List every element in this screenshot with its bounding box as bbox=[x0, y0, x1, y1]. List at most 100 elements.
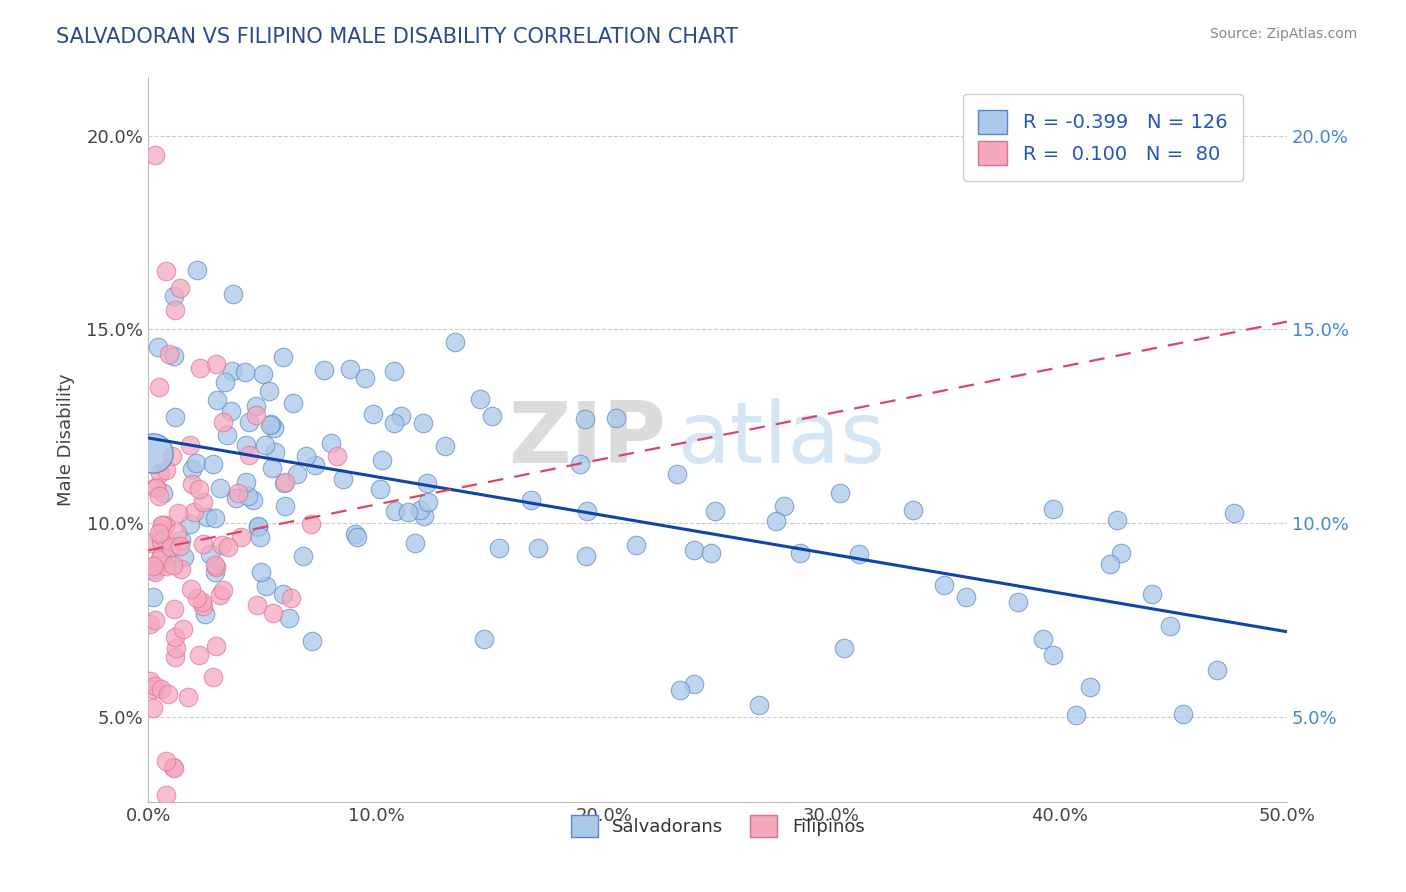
Point bbox=[163, 349, 186, 363]
Point bbox=[170, 533, 193, 548]
Point bbox=[273, 475, 295, 490]
Point bbox=[180, 461, 202, 475]
Point bbox=[166, 506, 188, 520]
Point bbox=[700, 546, 723, 560]
Point bbox=[955, 590, 977, 604]
Point bbox=[183, 505, 205, 519]
Point bbox=[160, 449, 183, 463]
Point bbox=[217, 428, 239, 442]
Point bbox=[574, 412, 596, 426]
Point bbox=[245, 399, 267, 413]
Point bbox=[142, 446, 165, 460]
Point bbox=[526, 541, 548, 556]
Point bbox=[488, 541, 510, 555]
Point bbox=[146, 340, 169, 354]
Point bbox=[259, 417, 281, 432]
Point bbox=[195, 510, 218, 524]
Point bbox=[368, 482, 391, 496]
Point bbox=[169, 562, 191, 576]
Point bbox=[155, 550, 177, 565]
Legend: Salvadorans, Filipinos: Salvadorans, Filipinos bbox=[564, 807, 872, 844]
Point bbox=[412, 417, 434, 431]
Point bbox=[292, 549, 315, 563]
Point bbox=[204, 558, 226, 572]
Point bbox=[765, 514, 787, 528]
Point bbox=[245, 409, 267, 423]
Point bbox=[169, 539, 191, 553]
Point bbox=[198, 548, 221, 562]
Point bbox=[139, 673, 162, 688]
Point bbox=[184, 456, 207, 470]
Point bbox=[242, 493, 264, 508]
Point bbox=[1007, 595, 1029, 609]
Point bbox=[301, 633, 323, 648]
Point bbox=[263, 420, 285, 434]
Point bbox=[214, 375, 236, 389]
Point bbox=[280, 591, 302, 605]
Point bbox=[157, 347, 180, 361]
Point bbox=[413, 508, 436, 523]
Point bbox=[181, 476, 204, 491]
Point bbox=[416, 476, 439, 491]
Point bbox=[605, 410, 627, 425]
Point bbox=[245, 598, 267, 612]
Point bbox=[1159, 619, 1181, 633]
Point bbox=[204, 566, 226, 580]
Point bbox=[903, 503, 925, 517]
Point bbox=[150, 518, 173, 533]
Point bbox=[212, 582, 235, 597]
Point bbox=[145, 480, 167, 494]
Point bbox=[468, 392, 491, 407]
Point bbox=[304, 458, 326, 472]
Point bbox=[204, 357, 226, 371]
Point bbox=[285, 467, 308, 481]
Point bbox=[371, 453, 394, 467]
Point bbox=[155, 463, 177, 477]
Point bbox=[205, 392, 228, 407]
Point bbox=[295, 450, 318, 464]
Point bbox=[179, 517, 201, 532]
Y-axis label: Male Disability: Male Disability bbox=[58, 374, 75, 506]
Point bbox=[179, 437, 201, 451]
Point bbox=[321, 436, 343, 450]
Point bbox=[433, 439, 456, 453]
Point bbox=[142, 559, 165, 574]
Point bbox=[271, 350, 294, 364]
Point bbox=[1142, 587, 1164, 601]
Point bbox=[193, 599, 215, 613]
Point bbox=[142, 681, 165, 696]
Point bbox=[188, 360, 211, 375]
Point bbox=[274, 499, 297, 513]
Point bbox=[221, 364, 243, 378]
Point bbox=[201, 670, 224, 684]
Point bbox=[235, 437, 257, 451]
Point bbox=[188, 648, 211, 663]
Point bbox=[238, 448, 260, 462]
Point bbox=[150, 547, 173, 561]
Point bbox=[260, 417, 283, 431]
Point bbox=[186, 263, 208, 277]
Point bbox=[389, 409, 412, 424]
Text: SALVADORAN VS FILIPINO MALE DISABILITY CORRELATION CHART: SALVADORAN VS FILIPINO MALE DISABILITY C… bbox=[56, 27, 738, 46]
Point bbox=[150, 518, 173, 533]
Point bbox=[848, 547, 870, 561]
Point bbox=[149, 466, 172, 480]
Point bbox=[208, 481, 231, 495]
Point bbox=[204, 511, 226, 525]
Point bbox=[416, 495, 439, 509]
Point bbox=[396, 505, 419, 519]
Text: Source: ZipAtlas.com: Source: ZipAtlas.com bbox=[1209, 27, 1357, 41]
Point bbox=[142, 563, 165, 577]
Point bbox=[204, 559, 226, 574]
Point bbox=[155, 788, 177, 802]
Point bbox=[165, 630, 187, 644]
Point bbox=[409, 502, 432, 516]
Point bbox=[139, 616, 162, 631]
Point bbox=[172, 622, 194, 636]
Point bbox=[249, 530, 271, 544]
Point bbox=[444, 334, 467, 349]
Point bbox=[225, 491, 247, 505]
Point bbox=[191, 595, 214, 609]
Point bbox=[209, 588, 232, 602]
Point bbox=[143, 679, 166, 693]
